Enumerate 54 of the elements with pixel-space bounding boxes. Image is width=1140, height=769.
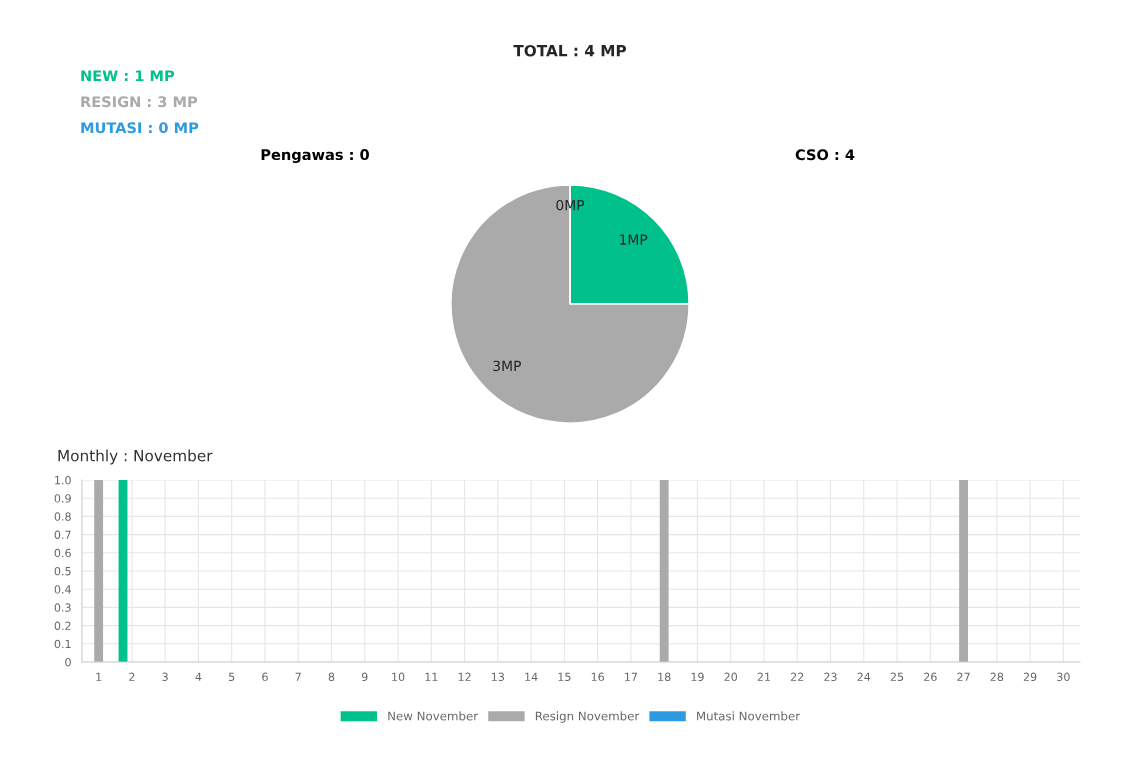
x-tick-label: 9 xyxy=(361,672,368,682)
x-tick-label: 4 xyxy=(195,672,202,681)
text: MUTASI : 0 MP xyxy=(81,122,199,134)
text: CSO : 4 xyxy=(795,149,855,161)
x-tick-label: 17 xyxy=(625,672,638,681)
x-tick-label: 26 xyxy=(924,672,937,682)
x-tick-label: 6 xyxy=(262,672,268,682)
legend-label: New November xyxy=(388,711,479,721)
x-tick-label: 24 xyxy=(857,672,871,681)
chart-title: TOTAL : 4 MP xyxy=(513,44,627,57)
x-tick-label: 14 xyxy=(525,672,538,681)
x-tick-label: 7 xyxy=(295,672,301,681)
x-tick-label: 20 xyxy=(724,672,738,682)
y-tick-label: 0 xyxy=(65,657,71,667)
x-tick-label: 23 xyxy=(824,672,837,682)
text: RESIGN : 3 MP xyxy=(81,96,198,108)
legend-label: Resign November xyxy=(535,711,640,723)
y-tick-label: 0.5 xyxy=(54,566,71,576)
x-tick-label: 27 xyxy=(957,672,970,681)
x-tick-label: 19 xyxy=(691,672,704,682)
x-tick-label: 29 xyxy=(1023,672,1037,682)
x-tick-label: 22 xyxy=(790,672,804,681)
data-label: 1MP xyxy=(620,234,648,245)
x-tick-label: 11 xyxy=(425,672,438,681)
pie-slice xyxy=(450,184,690,424)
y-tick-label: 0.1 xyxy=(54,639,71,649)
x-tick-label: 2 xyxy=(129,672,135,681)
y-tick-label: 1.0 xyxy=(55,475,71,485)
y-tick-label: 0.6 xyxy=(54,548,71,558)
x-tick-label: 21 xyxy=(757,672,771,681)
text: Pengawas : 0 xyxy=(261,149,369,164)
x-tick-label: 28 xyxy=(990,672,1004,682)
x-tick-label: 18 xyxy=(658,672,671,682)
y-tick-label: 0.7 xyxy=(54,530,71,539)
x-tick-label: 25 xyxy=(890,672,904,682)
y-tick-label: 0.2 xyxy=(54,621,71,630)
x-tick-label: 30 xyxy=(1057,672,1070,682)
y-tick-label: 0.4 xyxy=(54,585,71,594)
x-tick-label: 8 xyxy=(328,672,335,682)
x-tick-label: 13 xyxy=(491,672,505,682)
legend-label: Mutasi November xyxy=(697,711,801,721)
y-tick-label: 0.9 xyxy=(54,494,71,503)
x-tick-label: 3 xyxy=(162,672,168,682)
y-tick-label: 0.3 xyxy=(54,603,71,612)
chart-title: Monthly : November xyxy=(58,449,213,465)
x-tick-label: 10 xyxy=(392,672,405,682)
x-tick-label: 5 xyxy=(229,672,235,682)
data-label: 3MP xyxy=(493,360,521,372)
x-tick-label: 1 xyxy=(96,672,102,681)
x-tick-label: 12 xyxy=(458,672,471,681)
x-tick-label: 16 xyxy=(591,672,604,682)
text: NEW : 1 MP xyxy=(81,70,175,82)
y-tick-label: 0.8 xyxy=(54,512,71,521)
x-tick-label: 15 xyxy=(558,672,571,682)
